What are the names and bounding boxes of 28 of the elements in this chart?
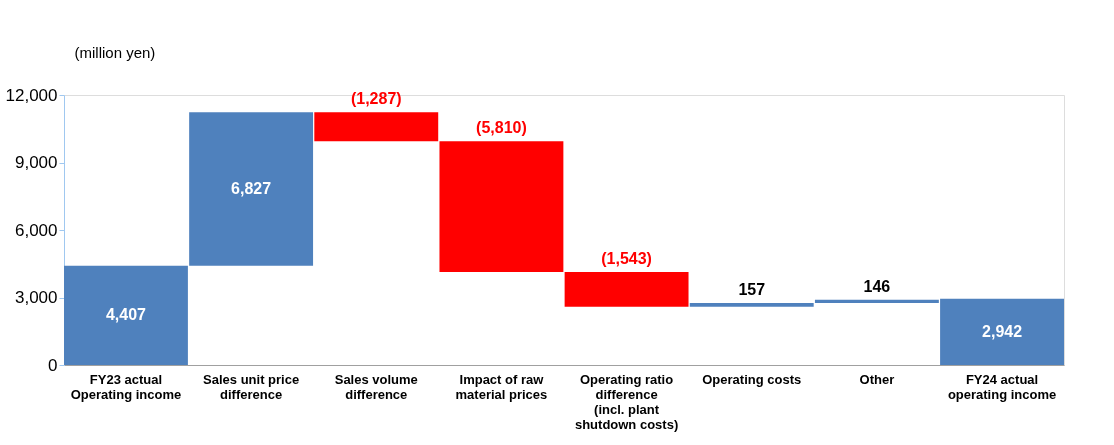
data-label: (1,543) bbox=[601, 249, 652, 267]
x-tick-label: Impact of raw material prices bbox=[455, 371, 548, 402]
x-tick-label: FY24 actual operating income bbox=[947, 371, 1057, 402]
data-label: 146 bbox=[863, 277, 891, 295]
bar bbox=[564, 271, 689, 307]
x-tick-label: Operating ratio difference (incl. plant shutdown costs) bbox=[574, 371, 679, 432]
x-tick-label: Operating costs bbox=[702, 371, 802, 387]
y-axis-title: (million yen) bbox=[74, 43, 156, 61]
x-tick-label: Sales unit price difference bbox=[203, 371, 300, 402]
data-label: (1,287) bbox=[350, 90, 402, 108]
x-tick-label: Other bbox=[859, 371, 895, 387]
y-tick-label: 12,000 bbox=[5, 85, 58, 105]
data-label: 2,942 bbox=[982, 322, 1023, 340]
bar bbox=[189, 112, 314, 266]
x-tick-label: FY23 actual Operating income bbox=[70, 371, 182, 402]
bar bbox=[314, 112, 439, 142]
bar bbox=[689, 303, 814, 307]
data-label: 4,407 bbox=[105, 306, 147, 324]
y-tick-label: 6,000 bbox=[14, 220, 58, 240]
y-tick-label: 0 bbox=[48, 355, 58, 375]
data-label: 157 bbox=[738, 281, 766, 299]
y-tick-label: 3,000 bbox=[14, 288, 58, 307]
y-tick-label: 9,000 bbox=[14, 153, 58, 172]
data-label: (5,810) bbox=[476, 119, 527, 137]
bar bbox=[439, 141, 564, 272]
bar bbox=[64, 265, 188, 365]
x-tick-label: Sales volume difference bbox=[334, 371, 418, 402]
data-label: 6,827 bbox=[231, 180, 272, 198]
